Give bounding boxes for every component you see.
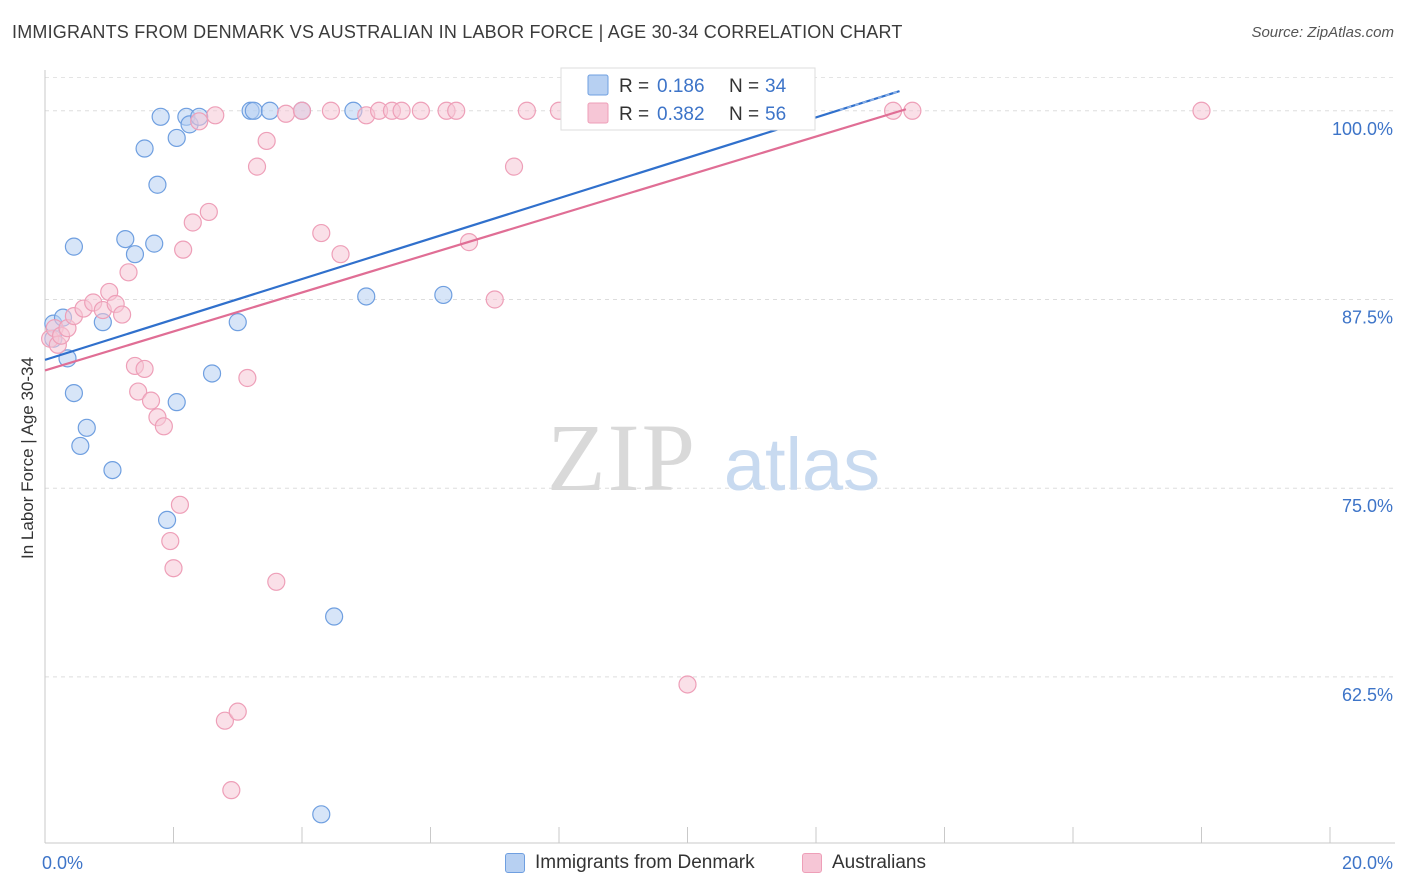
point-australians xyxy=(129,382,148,401)
points-denmark xyxy=(44,101,601,824)
trendline-australians xyxy=(44,108,907,372)
point-australians xyxy=(154,417,173,436)
point-australians xyxy=(164,559,183,578)
point-australians xyxy=(161,531,180,551)
legend-label-denmark: Immigrants from Denmark xyxy=(535,852,755,873)
point-australians xyxy=(135,359,154,379)
point-denmark xyxy=(434,285,453,305)
trendlines xyxy=(44,90,907,372)
point-denmark xyxy=(325,607,344,626)
point-australians xyxy=(392,101,411,120)
legend-swatch-australians xyxy=(802,853,822,873)
stats-swatch-australians xyxy=(587,102,609,124)
stats-r-value: 0.382 xyxy=(657,104,705,125)
trendline-denmark-ext xyxy=(839,90,900,111)
point-australians xyxy=(112,305,132,324)
point-australians xyxy=(170,495,190,514)
point-australians xyxy=(517,101,536,120)
point-denmark xyxy=(151,107,170,126)
point-australians xyxy=(238,368,257,388)
stats-n-value: 56 xyxy=(765,104,786,125)
point-australians xyxy=(174,240,193,259)
point-denmark xyxy=(125,245,145,264)
point-denmark xyxy=(202,364,222,383)
point-denmark xyxy=(77,418,96,437)
point-australians xyxy=(903,101,922,120)
points-australians xyxy=(41,101,1211,800)
point-australians xyxy=(447,101,466,120)
point-denmark xyxy=(312,805,331,824)
legend-item-australians: Australians xyxy=(802,852,926,874)
point-australians xyxy=(276,104,296,123)
point-australians xyxy=(257,131,276,151)
point-australians xyxy=(485,290,504,309)
point-denmark xyxy=(64,237,84,256)
point-denmark xyxy=(167,128,186,148)
y-tick-label: 87.5% xyxy=(1342,307,1393,327)
axes xyxy=(44,70,1395,844)
stats-n-label: N = xyxy=(729,104,759,125)
point-denmark xyxy=(135,139,154,158)
trendline-denmark xyxy=(44,90,900,361)
point-denmark xyxy=(357,287,376,306)
point-australians xyxy=(141,391,161,410)
stats-r-label: R = xyxy=(619,104,649,125)
point-australians xyxy=(206,106,225,125)
point-australians xyxy=(267,572,286,591)
point-denmark xyxy=(157,510,177,530)
point-denmark xyxy=(148,175,167,194)
point-australians xyxy=(190,112,209,131)
point-australians xyxy=(222,781,241,800)
point-australians xyxy=(292,101,312,120)
point-australians xyxy=(411,101,430,120)
stats-r-label: R = xyxy=(619,76,649,97)
point-denmark xyxy=(167,393,186,412)
point-australians xyxy=(321,101,341,120)
point-denmark xyxy=(244,101,263,120)
point-australians xyxy=(247,157,267,176)
point-australians xyxy=(228,702,247,721)
point-australians xyxy=(1192,101,1211,120)
point-australians xyxy=(331,245,350,264)
point-australians xyxy=(183,213,202,232)
y-tick-label: 75.0% xyxy=(1342,496,1393,516)
legend-label-australians: Australians xyxy=(832,852,926,873)
source-label: Source: ZipAtlas.com xyxy=(1251,24,1394,41)
watermark-zip: ZIP xyxy=(547,404,697,511)
point-australians xyxy=(678,675,697,694)
stats-r-value: 0.186 xyxy=(657,76,705,97)
stats-legend-box: R = 0.186 N = 34 R = 0.382 N = 56 xyxy=(560,67,816,131)
point-denmark xyxy=(64,383,84,403)
point-denmark xyxy=(228,313,247,332)
y-axis-title: In Labor Force | Age 30-34 xyxy=(18,357,37,559)
stats-n-label: N = xyxy=(729,76,759,97)
legend-item-denmark: Immigrants from Denmark xyxy=(505,852,755,874)
chart-title: IMMIGRANTS FROM DENMARK VS AUSTRALIAN IN… xyxy=(12,22,903,42)
point-denmark xyxy=(71,436,90,456)
point-denmark xyxy=(116,229,135,249)
y-tick-label: 100.0% xyxy=(1332,119,1393,139)
y-tick-label: 62.5% xyxy=(1342,685,1393,705)
point-australians xyxy=(312,223,331,243)
x-tick-label-min: 0.0% xyxy=(42,853,83,873)
stats-swatch-denmark xyxy=(587,74,609,96)
watermark: ZIP atlas xyxy=(547,404,880,511)
legend: Immigrants from Denmark Australians xyxy=(0,850,1406,880)
point-australians xyxy=(119,263,138,282)
point-australians xyxy=(199,202,218,222)
y-tick-labels: 100.0% 87.5% 75.0% 62.5% xyxy=(1332,119,1393,705)
x-tick-labels: 0.0% 20.0% xyxy=(42,853,1393,873)
x-tick-label-max: 20.0% xyxy=(1342,853,1393,873)
point-denmark xyxy=(103,460,122,480)
point-australians xyxy=(215,711,234,730)
point-denmark xyxy=(145,234,164,253)
watermark-atlas: atlas xyxy=(724,423,880,506)
point-australians xyxy=(504,157,524,176)
legend-swatch-denmark xyxy=(505,853,525,873)
point-denmark xyxy=(260,101,279,120)
stats-n-value: 34 xyxy=(765,76,787,97)
